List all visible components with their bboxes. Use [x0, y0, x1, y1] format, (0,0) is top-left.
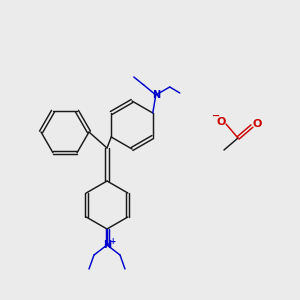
Text: N: N — [103, 240, 111, 250]
Text: +: + — [109, 238, 115, 247]
Text: O: O — [252, 119, 262, 129]
Text: −: − — [212, 111, 220, 121]
Text: N: N — [152, 90, 160, 100]
Text: O: O — [216, 117, 226, 127]
